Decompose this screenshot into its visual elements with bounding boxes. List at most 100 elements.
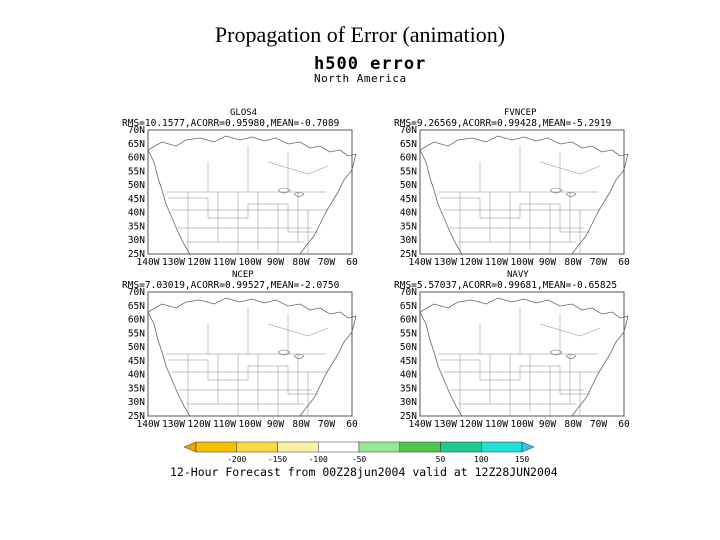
lon-tick-label: 90W xyxy=(267,257,284,268)
great-lakes xyxy=(549,187,577,197)
lat-tick-label: 70N xyxy=(128,125,145,136)
lon-tick-label: 70W xyxy=(318,257,335,268)
lat-tick-label: 60N xyxy=(128,315,145,326)
great-lakes xyxy=(277,187,305,197)
lon-tick-label: 90W xyxy=(539,419,556,430)
model-label: NAVY xyxy=(507,270,529,280)
lon-tick-label: 60 xyxy=(346,257,358,268)
lat-tick-label: 30N xyxy=(128,235,145,246)
lat-tick-label: 45N xyxy=(128,356,145,367)
forecast-caption: 12-Hour Forecast from 00Z28jun2004 valid… xyxy=(170,465,558,479)
lat-tick-label: 40N xyxy=(128,370,145,381)
lat-tick-label: 65N xyxy=(128,139,145,150)
lon-tick-label: 100W xyxy=(239,419,262,430)
lat-tick-label: 55N xyxy=(128,166,145,177)
lat-tick-label: 35N xyxy=(400,221,417,232)
lon-tick-label: 100W xyxy=(239,257,262,268)
colorbar-segment xyxy=(318,441,360,453)
lon-tick-label: 90W xyxy=(267,419,284,430)
coastline xyxy=(419,297,629,417)
coastline xyxy=(147,135,357,255)
lat-tick-label: 30N xyxy=(128,397,145,408)
colorbar-low-arrow xyxy=(183,441,197,453)
lat-tick-label: 30N xyxy=(400,235,417,246)
lat-tick-label: 45N xyxy=(128,194,145,205)
lat-tick-label: 50N xyxy=(400,342,417,353)
figure-title: h500 error xyxy=(314,54,427,74)
lat-tick-label: 35N xyxy=(128,221,145,232)
colorbar-tick-label: -200 xyxy=(227,455,246,464)
lon-tick-label: 120W xyxy=(188,257,211,268)
lat-tick-label: 70N xyxy=(400,287,417,298)
colorbar-segment xyxy=(399,441,441,453)
lat-tick-label: 45N xyxy=(400,356,417,367)
panel-stats: RMS=9.26569,ACORR=0.99428,MEAN=-5.2919 xyxy=(394,118,612,129)
lat-tick-label: 40N xyxy=(128,208,145,219)
lon-tick-label: 60 xyxy=(346,419,358,430)
lat-tick-label: 60N xyxy=(400,315,417,326)
lon-tick-label: 80W xyxy=(564,257,581,268)
lon-tick-label: 80W xyxy=(564,419,581,430)
lat-tick-label: 65N xyxy=(128,301,145,312)
colorbar: -200-150-100-5050100150200 xyxy=(183,441,535,464)
state-borders xyxy=(438,308,601,416)
colorbar-tick-label: 50 xyxy=(436,455,446,464)
lon-tick-label: 80W xyxy=(292,257,309,268)
lon-tick-label: 140W xyxy=(137,419,160,430)
lat-tick-label: 25N xyxy=(400,411,417,422)
state-borders xyxy=(438,146,601,254)
lat-tick-label: 55N xyxy=(400,328,417,339)
lon-tick-label: 130W xyxy=(162,419,185,430)
lon-tick-label: 130W xyxy=(434,257,457,268)
colorbar-tick-label: -50 xyxy=(352,455,367,464)
colorbar-tick-label: 150 xyxy=(515,455,530,464)
coastline xyxy=(147,297,357,417)
state-borders xyxy=(166,308,329,416)
map-panel-fvncep: 70N 65N 60N 55N 50N 45N 40N 35N 30N 25N 140W 130W 12… xyxy=(352,108,632,270)
lon-tick-label: 140W xyxy=(137,257,160,268)
map-panel-navy: 70N 65N 60N 55N 50N 45N 40N 35N 30N 25N 140W 130W 12… xyxy=(352,270,632,432)
coastline xyxy=(419,135,629,255)
lat-tick-label: 65N xyxy=(400,301,417,312)
lon-tick-label: 110W xyxy=(213,419,236,430)
great-lakes xyxy=(549,349,577,359)
lat-tick-label: 65N xyxy=(400,139,417,150)
lat-tick-label: 55N xyxy=(128,328,145,339)
lon-tick-label: 90W xyxy=(539,257,556,268)
great-lakes xyxy=(277,349,305,359)
colorbar-segment xyxy=(195,441,237,453)
lat-tick-label: 55N xyxy=(400,166,417,177)
lat-tick-label: 70N xyxy=(128,287,145,298)
lon-tick-label: 110W xyxy=(485,257,508,268)
lat-tick-label: 70N xyxy=(400,125,417,136)
colorbar-segment xyxy=(236,441,278,453)
lat-tick-label: 25N xyxy=(400,249,417,260)
colorbar-tick-label: -100 xyxy=(309,455,328,464)
lat-tick-label: 35N xyxy=(400,383,417,394)
panel-stats: RMS=5.57037,ACORR=0.99681,MEAN=-0.65825 xyxy=(394,280,618,291)
lat-tick-label: 50N xyxy=(128,342,145,353)
lat-tick-label: 50N xyxy=(128,180,145,191)
lon-tick-label: 60 xyxy=(618,419,630,430)
colorbar-tick-label: -150 xyxy=(268,455,287,464)
lon-tick-label: 100W xyxy=(511,257,534,268)
lat-tick-label: 35N xyxy=(128,383,145,394)
lon-tick-label: 140W xyxy=(409,419,432,430)
lat-tick-label: 25N xyxy=(128,249,145,260)
lon-tick-label: 110W xyxy=(485,419,508,430)
lon-tick-label: 120W xyxy=(460,257,483,268)
lat-tick-label: 25N xyxy=(128,411,145,422)
lat-tick-label: 50N xyxy=(400,180,417,191)
panel-stats: RMS=7.03019,ACORR=0.99527,MEAN=-2.0750 xyxy=(122,280,340,291)
model-label: FVNCEP xyxy=(504,108,537,118)
colorbar-segment xyxy=(277,441,319,453)
figure-subtitle: North America xyxy=(314,72,407,85)
colorbar-segment xyxy=(481,441,523,453)
lat-tick-label: 60N xyxy=(400,153,417,164)
lat-tick-label: 40N xyxy=(400,208,417,219)
colorbar-tick-label: 100 xyxy=(474,455,489,464)
slide-title: Propagation of Error (animation) xyxy=(214,22,506,47)
